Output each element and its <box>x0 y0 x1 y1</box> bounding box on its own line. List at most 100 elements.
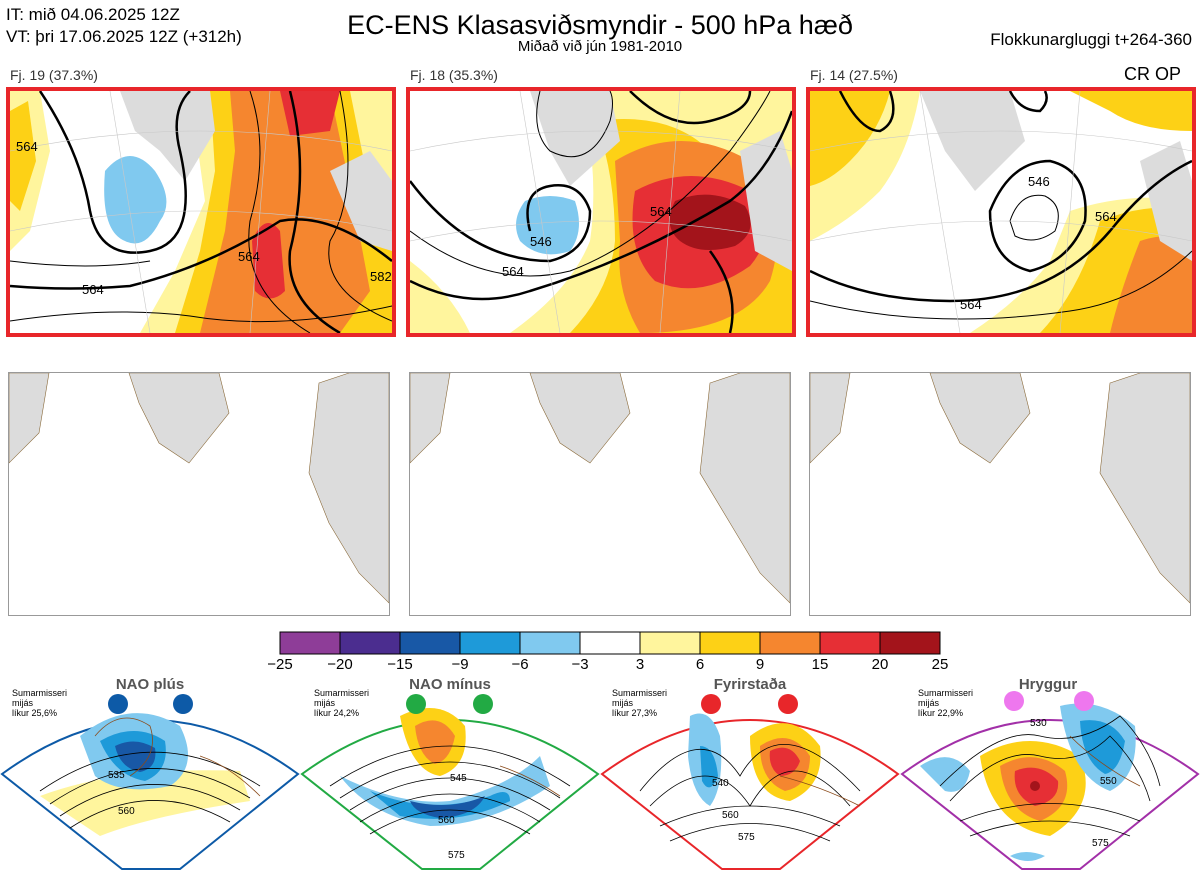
regime-dot-icon <box>778 694 798 714</box>
empty-map-1 <box>8 372 390 616</box>
regime-dot-icon <box>406 694 426 714</box>
regime-title-ridge: Hryggur <box>1018 676 1078 693</box>
colorbar-tick-label: 9 <box>755 656 765 673</box>
cluster-panel-3[interactable]: 546 564 564 <box>806 87 1196 337</box>
greenland-land-icon <box>120 91 215 181</box>
colorbar-tick-label: 3 <box>635 656 645 673</box>
colorbar-swatch <box>519 631 581 655</box>
contour-label: 546 <box>1028 174 1050 189</box>
anomaly-red-north <box>280 91 340 136</box>
cluster-panel-1[interactable]: 564 564 564 582 <box>6 87 396 337</box>
contour-label: 564 <box>82 282 104 297</box>
regime-contour-label: 575 <box>738 832 755 843</box>
empty-map-3 <box>809 372 1191 616</box>
empty-map-3-svg <box>810 373 1190 604</box>
regime-ridge[interactable]: 530 550 575 <box>900 676 1200 871</box>
europe-land <box>740 131 792 271</box>
contour-label: 564 <box>238 249 260 264</box>
regime-contour-label: 545 <box>450 773 467 784</box>
regime-dot-icon <box>108 694 128 714</box>
regime-nao-minus-map: 545 560 575 <box>300 708 600 870</box>
regime-blocking[interactable]: 540 560 575 <box>600 676 900 871</box>
colorbar <box>0 628 1200 656</box>
colorbar-swatch <box>699 631 761 655</box>
regime-title-nao-minus: NAO mínus <box>409 676 491 693</box>
graticule <box>10 91 392 333</box>
regime-nao-plus-map: 535 560 <box>0 713 300 870</box>
regime-contour-label: 575 <box>448 850 465 861</box>
colorbar-swatch <box>399 631 461 655</box>
regime-contour-label: 560 <box>438 815 455 826</box>
regime-title-blocking: Fyrirstaða <box>713 676 787 693</box>
regime-title-nao-plus: NAO plús <box>115 676 185 693</box>
regime-contour-label: 535 <box>108 770 125 781</box>
colorbar-swatch <box>339 631 401 655</box>
regime-contour-label: 575 <box>1092 838 1109 849</box>
anomaly-blue <box>516 196 579 255</box>
regime-dot-icon <box>1004 691 1024 711</box>
regime-dot-icon <box>701 694 721 714</box>
anomaly-gold-west <box>810 91 890 186</box>
graticule <box>810 91 1192 333</box>
cluster-panel-2[interactable]: 546 564 564 <box>406 87 796 337</box>
cluster-map-2: 546 564 564 <box>410 91 792 333</box>
page-title: EC-ENS Klasasviðsmyndir - 500 hPa hæð <box>347 10 853 40</box>
crop-label: CR OP <box>1124 64 1182 84</box>
regime-dot-icon <box>473 694 493 714</box>
colorbar-swatch <box>819 631 881 655</box>
regime-nao-plus[interactable]: 535 560 <box>0 676 300 871</box>
regime-ridge-map: 530 550 575 <box>900 703 1200 870</box>
regime-note-blocking: Sumarmisseri mijás líkur 27,3% <box>612 688 668 718</box>
regime-dot-icon <box>1074 691 1094 711</box>
regime-contour-label: 560 <box>118 806 135 817</box>
contour-label: 564 <box>16 139 38 154</box>
anomaly-gold-ne <box>1070 91 1192 131</box>
init-time: IT: mið 04.06.2025 12Z <box>6 5 180 24</box>
anomaly-yellow-west <box>410 261 470 333</box>
graticule <box>410 91 792 333</box>
anomaly-darkred <box>669 194 751 250</box>
greenland-land-icon <box>530 91 620 186</box>
europe-land <box>330 151 392 251</box>
colorbar-tick-label: −25 <box>267 656 293 673</box>
header-run-info: IT: mið 04.06.2025 12Z VT: þri 17.06.202… <box>6 4 242 48</box>
colorbar-swatch <box>279 631 341 655</box>
colorbar-tick-label: −3 <box>571 656 589 673</box>
greenland-land-icon <box>920 91 1025 191</box>
panel-label-1: Fj. 19 (37.3%) <box>10 67 98 83</box>
colorbar-swatch <box>459 631 521 655</box>
page-subtitle: Miðað við jún 1981-2010 <box>517 38 683 55</box>
anomaly-orange <box>1110 236 1192 333</box>
regime-contour-label: 540 <box>712 778 729 789</box>
europe-land <box>1140 141 1192 261</box>
valid-time: VT: þri 17.06.2025 12Z (+312h) <box>6 27 242 46</box>
contour-label: 564 <box>650 204 672 219</box>
panel-label-3: Fj. 14 (27.5%) <box>810 67 898 83</box>
colorbar-swatch <box>759 631 821 655</box>
cluster-map-3: 546 564 564 <box>810 91 1192 333</box>
panel-label-2: Fj. 18 (35.3%) <box>410 67 498 83</box>
contour-label: 564 <box>960 297 982 312</box>
window-label: Flokkunargluggi t+264-360 <box>990 30 1192 49</box>
regime-dot-icon <box>173 694 193 714</box>
regime-note-nao-plus: Sumarmisseri mijás líkur 25,6% <box>12 688 68 718</box>
height-contours <box>410 91 792 333</box>
regime-note-nao-minus: Sumarmisseri mijás líkur 24,2% <box>314 688 370 718</box>
regime-note-ridge: Sumarmisseri mijás líkur 22,9% <box>918 688 974 718</box>
cluster-map-1: 564 564 564 582 <box>10 91 392 333</box>
empty-map-2 <box>409 372 791 616</box>
regime-contour-label: 550 <box>1100 776 1117 787</box>
contour-label: 564 <box>502 264 524 279</box>
anomaly-gold-west <box>10 101 36 211</box>
colorbar-swatch <box>639 631 701 655</box>
colorbar-tick-label: 20 <box>871 656 889 673</box>
empty-map-1-svg <box>9 373 389 604</box>
contour-label: 564 <box>1095 209 1117 224</box>
contour-label: 546 <box>530 234 552 249</box>
height-contours <box>810 91 1192 320</box>
regime-nao-minus[interactable]: 545 560 575 <box>300 676 600 871</box>
colorbar-tick-label: −6 <box>511 656 529 673</box>
regime-contour-label: 530 <box>1030 718 1047 729</box>
regime-contour-label: 560 <box>722 810 739 821</box>
anomaly-orange <box>200 91 370 333</box>
